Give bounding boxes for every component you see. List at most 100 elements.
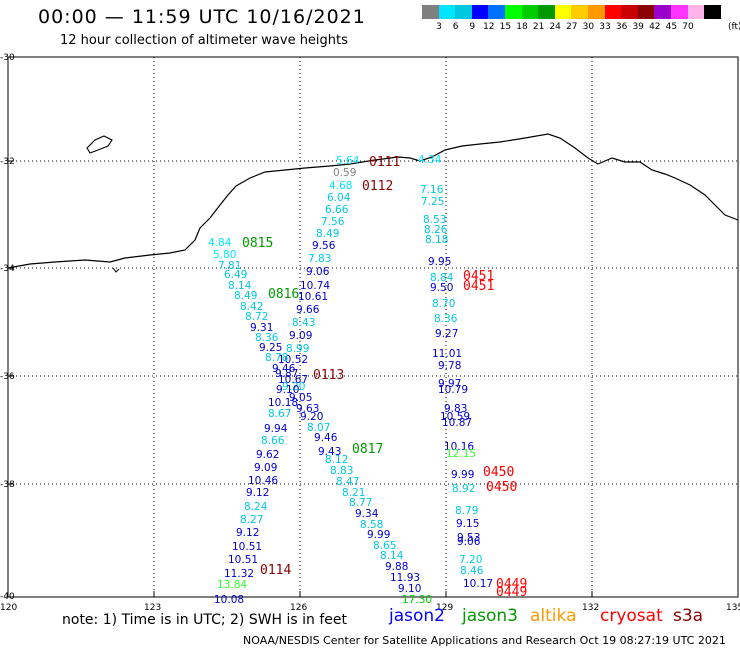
color-swatch bbox=[704, 5, 721, 19]
color-scale-label: 27 bbox=[566, 22, 578, 32]
color-swatch bbox=[621, 5, 638, 19]
wave-height-value: 12.15 bbox=[446, 448, 477, 460]
wave-height-value: 10.51 bbox=[232, 541, 263, 553]
color-scale-label: 21 bbox=[532, 22, 545, 32]
wave-height-value: 9.99 bbox=[451, 469, 475, 481]
wave-height-value: 8.78 bbox=[265, 352, 289, 364]
pass-id-label: 0114 bbox=[260, 563, 292, 578]
wave-height-value: 8.67 bbox=[268, 408, 292, 420]
wave-height-value: 8.18 bbox=[425, 234, 449, 246]
wave-height-value: 11.32 bbox=[224, 568, 255, 580]
pass-id-label: 0815 bbox=[242, 236, 274, 251]
color-scale-label: 36 bbox=[615, 22, 628, 32]
color-swatch bbox=[571, 5, 588, 19]
wave-height-value: 8.49 bbox=[234, 290, 258, 302]
wave-height-value: 10.08 bbox=[214, 594, 245, 606]
wave-height-value: 9.46 bbox=[314, 432, 338, 444]
wave-height-value: 9.05 bbox=[289, 392, 313, 404]
wave-height-value: 9.87 bbox=[275, 368, 299, 380]
color-swatch bbox=[604, 5, 622, 19]
wave-height-value: 9.31 bbox=[250, 322, 274, 334]
wave-height-value: 8.07 bbox=[307, 422, 331, 434]
wave-height-value: 8.14 bbox=[380, 550, 404, 562]
color-swatch bbox=[588, 5, 605, 19]
color-scale-label: 39 bbox=[632, 22, 644, 32]
plot-border bbox=[7, 56, 739, 598]
map-title: 00:00 — 11:59 UTC 10/16/2021 bbox=[38, 6, 366, 28]
map-subtitle: 12 hour collection of altimeter wave hei… bbox=[60, 33, 348, 48]
color-scale-label: 24 bbox=[549, 22, 561, 32]
kangaroo-island bbox=[86, 135, 113, 154]
wave-height-value: 10.18 bbox=[268, 397, 299, 409]
wave-height-value: 7.25 bbox=[421, 196, 445, 208]
credit-footer: NOAA/NESDIS Center for Satellite Applica… bbox=[243, 634, 726, 647]
wave-height-value: 9.20 bbox=[300, 411, 324, 423]
latitude-label: -30 bbox=[0, 53, 15, 63]
satellite-legend-altika: altika bbox=[530, 606, 577, 626]
satellite-legend-cryosat: cryosat bbox=[600, 606, 663, 626]
wave-height-value: 10.51 bbox=[228, 554, 259, 566]
eyre-peninsula-inlet bbox=[112, 267, 120, 273]
wave-height-value: 8.36 bbox=[434, 313, 458, 325]
wave-height-value: 8.99 bbox=[286, 343, 310, 355]
wave-height-value: 9.50 bbox=[430, 282, 454, 294]
wave-height-value: 5.64 bbox=[336, 155, 360, 167]
wave-height-value: 9.56 bbox=[312, 240, 336, 252]
color-scale-label: 6 bbox=[452, 22, 459, 32]
wave-height-value: 8.84 bbox=[430, 272, 454, 284]
pass-id-label: 0449 bbox=[496, 585, 528, 600]
wave-height-value: 8.42 bbox=[240, 301, 264, 313]
color-swatch bbox=[637, 5, 655, 19]
wave-height-value: 8.70 bbox=[432, 298, 456, 310]
wave-height-value: 4.34 bbox=[418, 154, 442, 166]
wave-height-value: 10.52 bbox=[278, 354, 309, 366]
latitude-label: -34 bbox=[0, 264, 15, 274]
color-scale-label: 18 bbox=[516, 22, 528, 32]
wave-height-value: 9.83 bbox=[444, 403, 468, 415]
latitude-label: -32 bbox=[0, 157, 15, 167]
pass-id-label: 0451 bbox=[463, 269, 495, 284]
color-swatch bbox=[438, 5, 456, 19]
color-swatch bbox=[455, 5, 472, 19]
color-scale-label: 33 bbox=[599, 22, 611, 32]
pass-id-label: 0451 bbox=[463, 279, 495, 294]
pass-id-label: 0450 bbox=[483, 465, 515, 480]
longitude-label: 126 bbox=[290, 603, 308, 613]
wave-height-value: 8.36 bbox=[255, 332, 279, 344]
latitude-label: -36 bbox=[0, 372, 15, 382]
pass-id-label: 0450 bbox=[486, 480, 518, 495]
wave-height-value: 8.49 bbox=[316, 228, 340, 240]
wave-height-value: 7.20 bbox=[459, 554, 483, 566]
wave-height-value: 11.01 bbox=[432, 348, 463, 360]
wave-height-value: 6.04 bbox=[327, 192, 351, 204]
wave-height-value: 10.17 bbox=[463, 578, 494, 590]
australia-south-coastline bbox=[7, 133, 739, 269]
color-scale-label: 9 bbox=[469, 22, 476, 32]
wave-height-value: 0.59 bbox=[333, 167, 357, 179]
wave-height-value: 10.79 bbox=[438, 384, 469, 396]
satellite-legend-jason3: jason3 bbox=[462, 606, 518, 626]
wave-height-value: 9.15 bbox=[456, 518, 480, 530]
color-scale-label: 12 bbox=[483, 22, 495, 32]
color-scale-label: 42 bbox=[649, 22, 661, 32]
wave-height-value: 8.83 bbox=[330, 465, 354, 477]
wave-height-value: 6.66 bbox=[325, 204, 349, 216]
wave-height-value: 11.93 bbox=[390, 572, 421, 584]
wave-height-value: 8.27 bbox=[240, 514, 264, 526]
wave-height-value: 8.14 bbox=[228, 280, 252, 292]
pass-id-label: 0816 bbox=[268, 287, 300, 302]
wave-height-value: 9.66 bbox=[296, 304, 320, 316]
wave-height-value: 6.49 bbox=[224, 269, 248, 281]
wave-height-value: 8.47 bbox=[336, 476, 360, 488]
wave-height-value: 8.24 bbox=[244, 501, 268, 513]
wave-height-value: 8.46 bbox=[460, 565, 484, 577]
color-swatch bbox=[521, 5, 539, 19]
wave-height-value: 9.10 bbox=[276, 384, 300, 396]
wave-height-value: 10.59 bbox=[440, 411, 471, 423]
color-swatch bbox=[654, 5, 671, 19]
wave-height-value: 10.87 bbox=[442, 417, 473, 429]
longitude-label: 120 bbox=[0, 603, 18, 613]
wave-height-value: 8.53 bbox=[423, 214, 447, 226]
satellite-legend-jason2: jason2 bbox=[389, 606, 445, 626]
